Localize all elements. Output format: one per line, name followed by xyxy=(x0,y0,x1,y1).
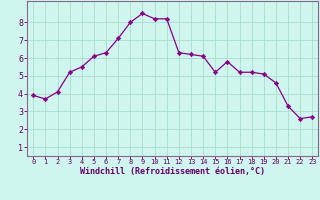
X-axis label: Windchill (Refroidissement éolien,°C): Windchill (Refroidissement éolien,°C) xyxy=(80,167,265,176)
